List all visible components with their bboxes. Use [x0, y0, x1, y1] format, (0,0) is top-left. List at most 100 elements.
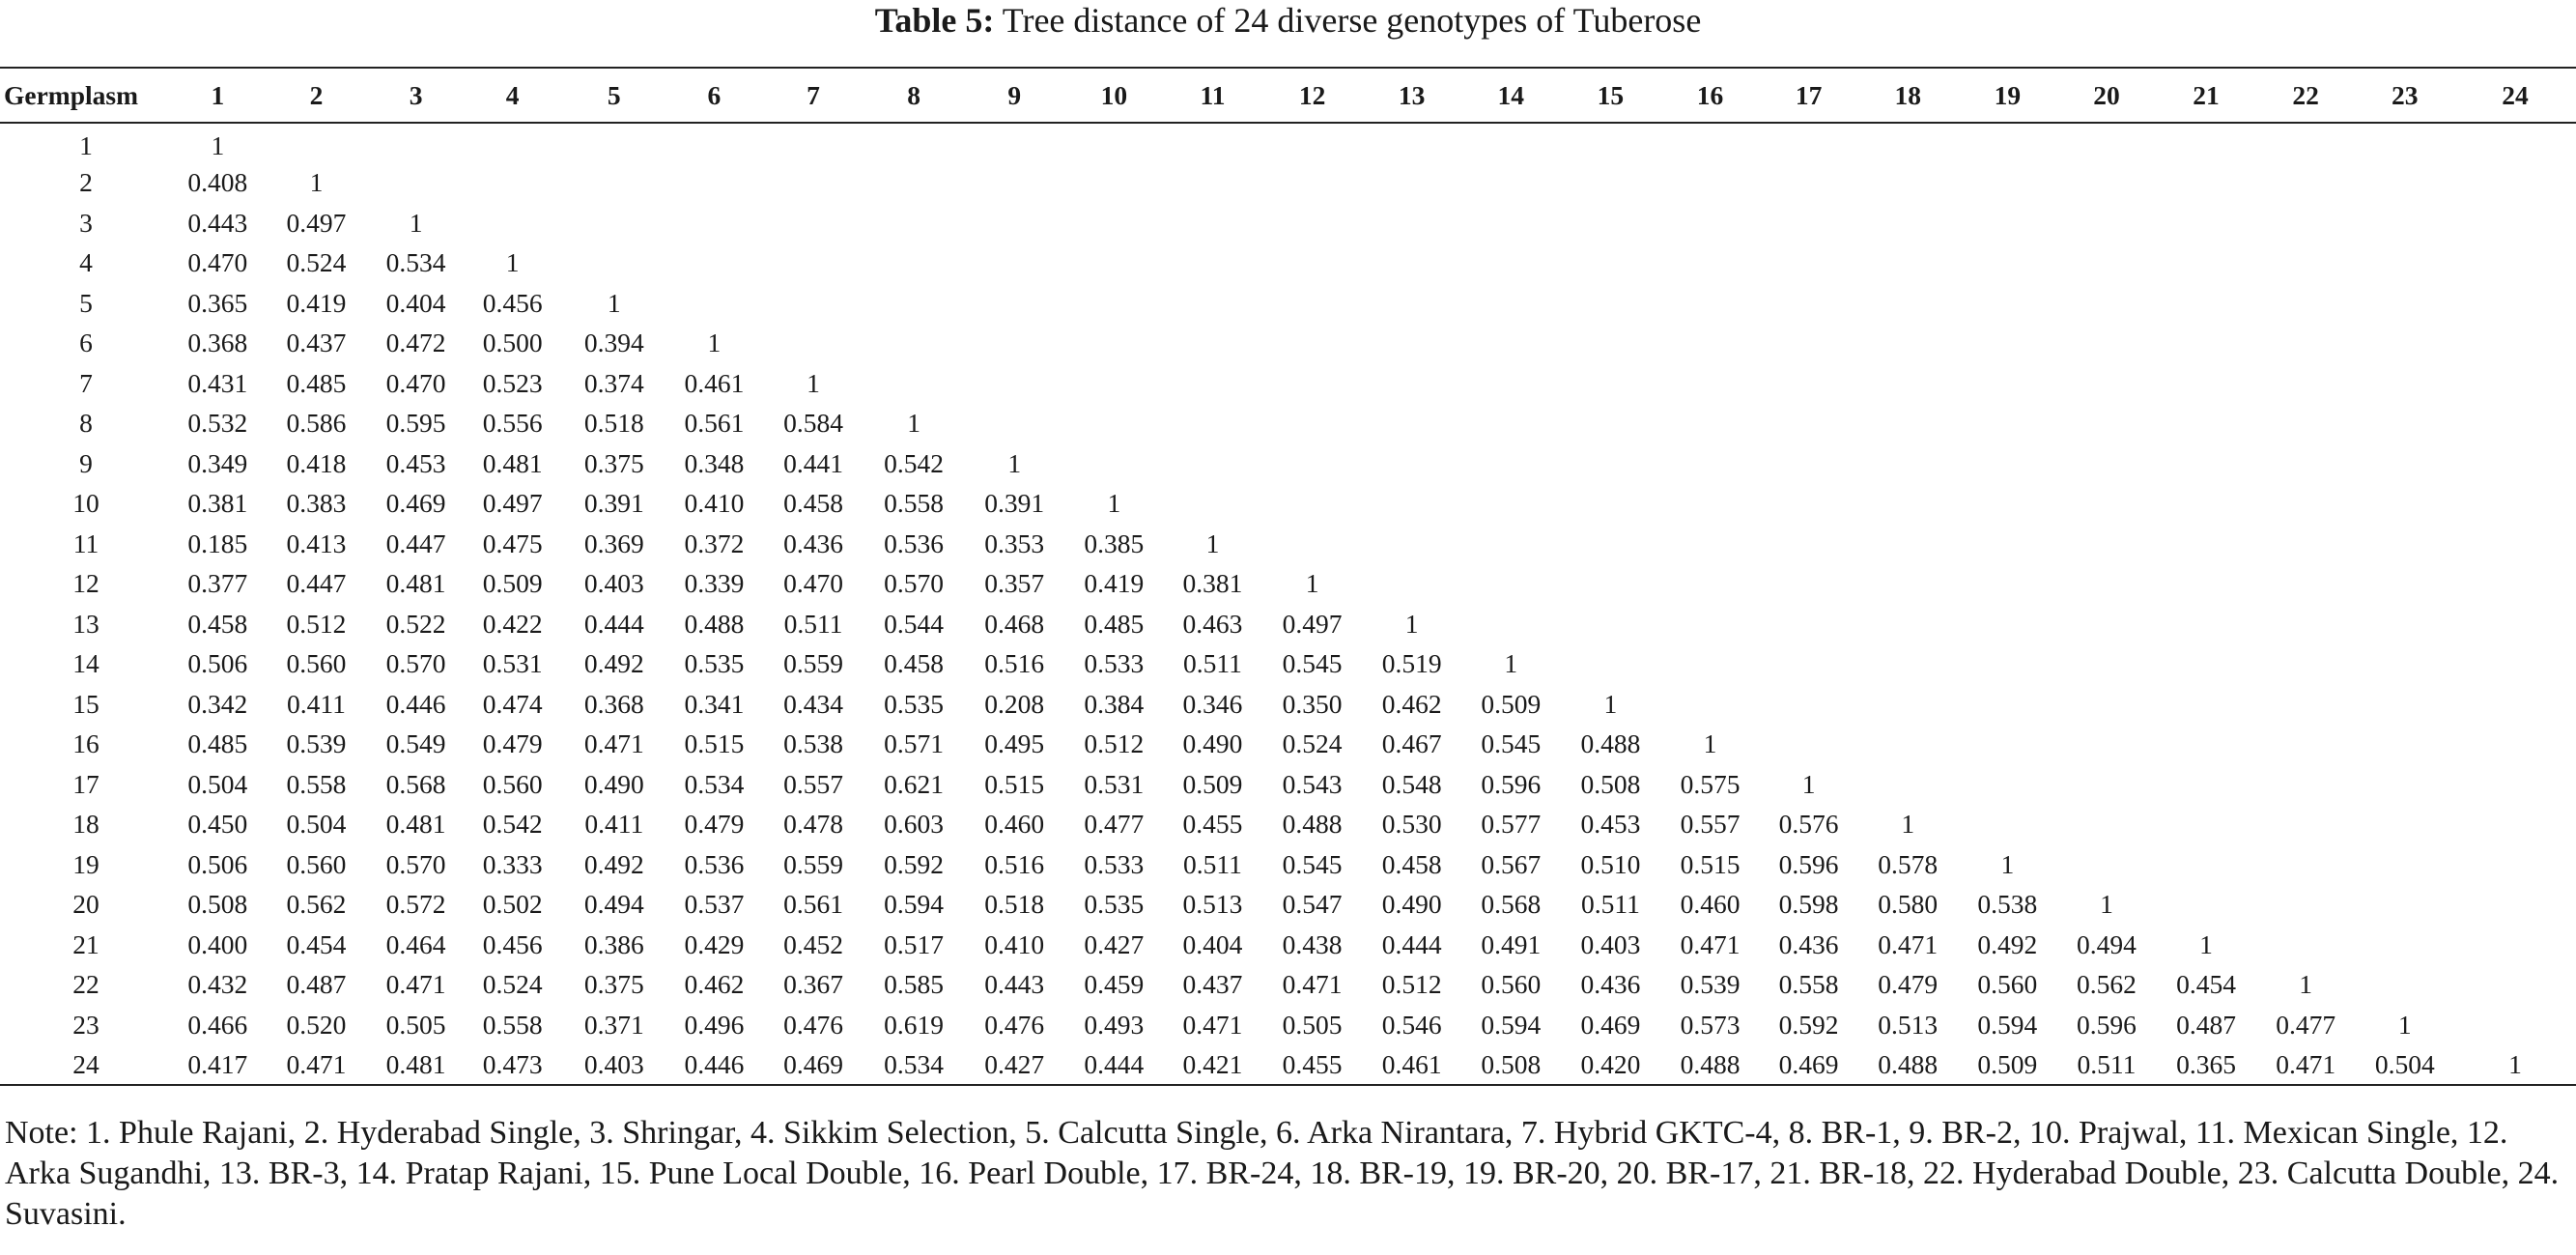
table-cell: 1 [409, 207, 423, 238]
table-cell [2355, 283, 2454, 324]
table-cell: 0.491 [1481, 928, 1542, 959]
table-cell [2454, 725, 2576, 765]
table-cell [2156, 564, 2256, 605]
table-cell: 0.487 [286, 969, 347, 1000]
table-note: Note: 1. Phule Rajani, 2. Hyderabad Sing… [5, 1115, 2560, 1232]
table-cell: 0.472 [385, 328, 446, 358]
table-cell: 1 [505, 247, 520, 278]
column-header: 13 [1362, 67, 1461, 124]
table-cell: 0.372 [684, 528, 745, 558]
table-cell: 0.515 [984, 768, 1045, 799]
table-cell [1561, 404, 1661, 444]
table-row: 16 0.485 0.539 0.549 0.479 0.471 0.515 0.538 0.5… [0, 725, 2576, 765]
table-cell: 0.485 [187, 728, 248, 759]
table-cell: 0.481 [482, 447, 543, 478]
table-cell: 0.490 [1381, 889, 1442, 920]
table-cell [1857, 283, 1958, 324]
table-cell [2454, 443, 2576, 484]
table-cell [2355, 443, 2454, 484]
table-cell [2156, 644, 2256, 685]
table-cell: 0.547 [1282, 889, 1343, 920]
table-cell [1262, 363, 1363, 404]
table-cell: 0.560 [1977, 969, 2038, 1000]
table-cell [1760, 484, 1858, 525]
table-cell [763, 203, 864, 243]
table-cell: 0.365 [2156, 1044, 2256, 1086]
table-cell [1660, 564, 1760, 605]
table-cell [2156, 283, 2256, 324]
table-cell [1561, 363, 1661, 404]
column-header: 19 [1958, 67, 2057, 124]
table-cell [2057, 564, 2157, 605]
table-cell: 0.438 [1282, 928, 1343, 959]
table-cell [2355, 764, 2454, 805]
table-cell: 0.446 [385, 688, 446, 719]
table-cell [1958, 805, 2057, 845]
row-label: 8 [79, 408, 93, 439]
table-row: 6 0.368 0.437 0.472 0.500 0.394 1 [0, 324, 2576, 364]
table-cell: 0.460 [1680, 889, 1741, 920]
table-cell [2355, 925, 2454, 965]
table-caption: Table 5: Tree distance of 24 diverse gen… [0, 0, 2576, 41]
table-cell [2256, 123, 2356, 163]
table-cell [1958, 203, 2057, 243]
table-cell [1958, 725, 2057, 765]
table-cell [2454, 885, 2576, 926]
table-cell [1461, 283, 1561, 324]
table-cell: 0.462 [1381, 688, 1442, 719]
table-cell: 0.535 [884, 688, 945, 719]
table-cell: 0.561 [783, 889, 843, 920]
table-cell [2256, 163, 2356, 204]
column-header: 22 [2255, 67, 2356, 124]
table-cell [1262, 163, 1363, 204]
table-cell: 0.385 [1084, 528, 1145, 558]
table-cell: 0.562 [2077, 969, 2137, 1000]
table-cell [1958, 324, 2057, 364]
table-cell: 0.400 [187, 928, 248, 959]
table-cell: 0.520 [286, 1009, 347, 1040]
table-cell: 0.546 [1381, 1009, 1442, 1040]
table-cell: 0.408 [187, 167, 248, 198]
table-cell [2256, 684, 2356, 725]
table-cell: 0.461 [684, 367, 745, 398]
table-cell [1958, 604, 2057, 644]
table-cell: 0.455 [1261, 1044, 1363, 1086]
table-cell [1362, 123, 1461, 163]
table-cell [2454, 484, 2576, 525]
table-cell: 0.509 [1958, 1044, 2057, 1086]
table-cell: 0.494 [583, 889, 644, 920]
table-cell [2454, 163, 2576, 204]
table-cell: 0.511 [1580, 889, 1640, 920]
column-header: 18 [1857, 67, 1959, 124]
table-cell: 0.436 [1580, 969, 1641, 1000]
table-cell: 0.580 [1878, 889, 1939, 920]
table-cell: 0.535 [1084, 889, 1145, 920]
table-cell: 0.479 [1878, 969, 1939, 1000]
table-cell: 0.208 [984, 688, 1045, 719]
table-cell: 0.464 [385, 928, 446, 959]
table-cell [2454, 243, 2576, 284]
table-cell: 0.497 [482, 488, 543, 519]
table-cell: 0.505 [1282, 1009, 1343, 1040]
table-cell [463, 123, 563, 163]
table-cell: 1 [907, 408, 920, 439]
table-cell: 0.558 [884, 488, 945, 519]
table-cell: 0.488 [684, 608, 745, 639]
table-cell: 0.470 [385, 367, 446, 398]
table-cell: 0.524 [1282, 728, 1343, 759]
table-cell: 0.470 [783, 568, 843, 599]
table-cell: 0.560 [286, 648, 347, 679]
table-cell [1065, 243, 1164, 284]
table-cell [369, 123, 463, 163]
table-cell [863, 203, 964, 243]
table-cell [2454, 1005, 2576, 1045]
column-header: 10 [1064, 67, 1164, 124]
table-caption-text: Tree distance of 24 diverse genotypes of… [994, 1, 1702, 40]
table-cell [863, 363, 964, 404]
table-cell: 0.543 [1282, 768, 1343, 799]
table-cell: 0.443 [984, 969, 1045, 1000]
table-cell: 0.539 [286, 728, 347, 759]
table-cell [1065, 404, 1164, 444]
table-row: 19 0.506 0.560 0.570 0.333 0.492 0.536 0.559 0.5… [0, 844, 2576, 885]
table-cell: 0.437 [286, 328, 347, 358]
